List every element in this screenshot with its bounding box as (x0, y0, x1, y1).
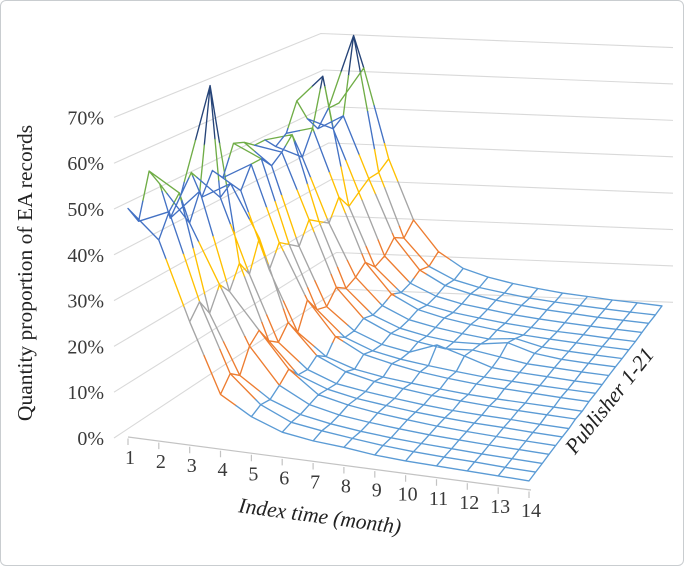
x-tick-label: 7 (310, 471, 320, 493)
x-tick-label: 9 (372, 480, 382, 502)
x-tick-label: 2 (156, 451, 166, 473)
x-tick-label: 3 (187, 455, 197, 477)
x-tick-label: 13 (490, 496, 510, 518)
mesh-band-10%-20% (203, 219, 452, 407)
mesh-band-60%-80% (194, 34, 365, 146)
x-tick-label: 1 (125, 447, 135, 469)
x-tick-label: 5 (248, 463, 258, 485)
mesh-band-20%-30% (183, 181, 415, 357)
y-gridline (113, 178, 674, 302)
x-tick-label: 8 (341, 476, 351, 498)
y-tick-label: 10% (67, 382, 104, 404)
mesh-band-0%-10% (235, 259, 663, 482)
axis-lines (127, 436, 532, 498)
mesh-band-30%-40% (165, 143, 399, 308)
y-tick-label: 50% (67, 199, 104, 221)
y-gridline (113, 288, 674, 439)
wireframe-mesh (127, 34, 663, 482)
y-tick-label: 0% (77, 428, 104, 450)
y-tick-label: 40% (67, 245, 104, 267)
axis-tick-labels: 0%10%20%30%40%50%60%70%1 2 3 4 5 6 7 8 9 10 11 12 13… (67, 107, 541, 522)
y-tick-label: 70% (67, 107, 104, 129)
y-tick-label: 20% (67, 336, 104, 358)
y-tick-label: 30% (67, 291, 104, 313)
depth-axis-title: Publisher 1-21 (560, 343, 659, 459)
y-gridline (113, 32, 674, 118)
x-tick-label: 11 (429, 488, 448, 510)
y-gridline (113, 69, 674, 164)
x-tick-label: 14 (521, 500, 541, 522)
y-gridline (113, 251, 674, 393)
mesh-band-40%-50% (127, 105, 386, 260)
x-tick-label: 10 (398, 484, 418, 506)
x-tick-label: 4 (218, 459, 228, 481)
x-axis-line (127, 436, 532, 498)
y-tick-label: 60% (67, 153, 104, 175)
y-axis-title: Quantity proportion of EA records (13, 125, 37, 421)
x-tick-label: 6 (279, 467, 289, 489)
y-gridline (113, 215, 674, 347)
y-gridline (113, 105, 674, 210)
x-tick-label: 12 (459, 492, 479, 514)
